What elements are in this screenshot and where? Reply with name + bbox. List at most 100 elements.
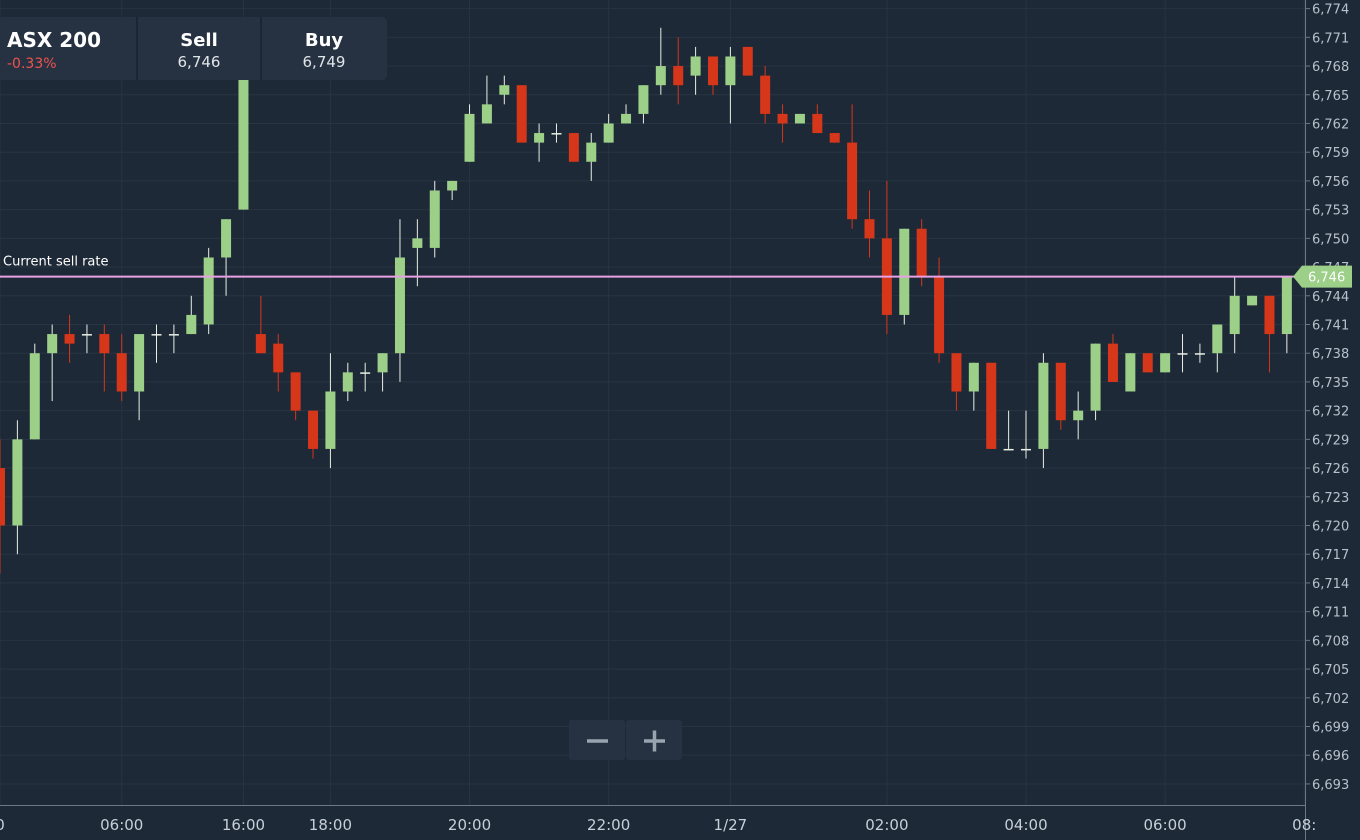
y-tick-label: 6,696 [1312,749,1349,764]
candle-body [116,353,127,392]
candle-body [325,391,336,449]
x-tick-label: 22:00 [587,816,630,834]
y-tick-label: 6,756 [1312,175,1349,190]
x-tick-label: 04:00 [1004,816,1047,834]
y-tick-label: 6,732 [1312,405,1349,420]
candle-body [151,334,162,336]
candle-body [412,238,423,248]
candle-body [377,353,388,373]
header-box [0,17,387,80]
candle-body [568,133,579,162]
y-tick-label: 6,729 [1312,433,1349,448]
candle-body [429,190,440,248]
zoom-in-icon [644,730,665,752]
candle-body [29,353,40,440]
candle-body [673,66,684,86]
candle-body [1281,276,1292,335]
y-tick-label: 6,702 [1312,692,1349,707]
candle-body [12,439,23,526]
y-tick-label: 6,759 [1312,146,1349,161]
buy-label: Buy [305,30,344,51]
candle-body [934,276,945,354]
y-tick-label: 6,693 [1312,778,1349,793]
candle-body [586,142,597,162]
candle-body [638,85,649,114]
x-tick-label: 16:00 [222,816,265,834]
candle-body [742,46,753,76]
candle-body [1003,448,1014,451]
candle-body [64,334,75,344]
candle-body [603,123,614,143]
candle-body [534,133,545,143]
y-tick-label: 6,708 [1312,634,1349,649]
y-tick-label: 6,699 [1312,721,1349,736]
x-tick-label: 02:00 [865,816,908,834]
candle-body [1212,324,1223,354]
y-tick-label: 6,723 [1312,491,1349,506]
candle-body [951,353,962,392]
candle-body [777,113,788,124]
price-tag [1293,265,1352,288]
candle-body [203,257,214,325]
y-tick-label: 6,765 [1312,89,1349,104]
candle-body [1177,353,1188,355]
candle-body [1073,410,1084,421]
candle-body [847,142,858,220]
sell-label: Sell [180,30,218,51]
candle-body [968,362,979,392]
y-tick-label: 6,717 [1312,548,1349,563]
price-tag-label: 6,746 [1308,271,1345,286]
candle-body [916,228,927,277]
candle-body [794,113,805,124]
y-tick-label: 6,762 [1312,117,1349,132]
y-tick-label: 6,753 [1312,204,1349,219]
candle-body [864,219,875,239]
candle-body [186,314,197,335]
candle-body [829,133,840,143]
y-tick-label: 6,714 [1312,577,1349,592]
instrument-header: ASX 200 -0.33% Sell 6,746 Buy 6,749 [0,17,387,80]
candle-body [134,334,145,392]
candle-body [47,334,58,354]
y-tick-label: 6,735 [1312,376,1349,391]
candle-body [1229,295,1240,335]
candle-body [899,228,910,315]
candle-body [707,56,718,86]
candle-body [238,75,249,210]
candle-body [342,372,353,392]
x-tick-label: 18:00 [309,816,352,834]
x-tick-label: 08: [1292,816,1316,834]
candle-body [0,468,5,526]
candle-body [986,362,997,449]
y-tick-label: 6,705 [1312,663,1349,678]
zoom-controls [569,720,682,760]
candle-body [499,85,510,95]
y-tick-label: 6,744 [1312,290,1349,305]
candle-body [1021,448,1032,451]
candle-body [168,334,179,336]
x-tick-label: 06:00 [100,816,143,834]
instrument-change: -0.33% [7,56,57,72]
candle-body [655,66,666,86]
y-tick-label: 6,720 [1312,519,1349,534]
x-tick-label: 06:00 [1144,816,1187,834]
candle-body [360,372,371,374]
candle-body [725,56,736,86]
candle-body [99,334,110,354]
candle-body [81,334,92,336]
candle-body [690,56,701,76]
sell-price: 6,746 [178,53,221,71]
buy-price: 6,749 [303,53,346,71]
candle-body [308,410,319,449]
x-tick-label: 0 [0,816,5,834]
y-tick-label: 6,711 [1312,606,1349,621]
candle-body [221,219,232,258]
sell-rate-label: Current sell rate [3,255,109,270]
x-tick-label: 20:00 [448,816,491,834]
candle-body [1125,353,1136,392]
candle-body [1142,353,1153,373]
candle-body [1194,353,1205,355]
candle-body [1264,295,1275,335]
